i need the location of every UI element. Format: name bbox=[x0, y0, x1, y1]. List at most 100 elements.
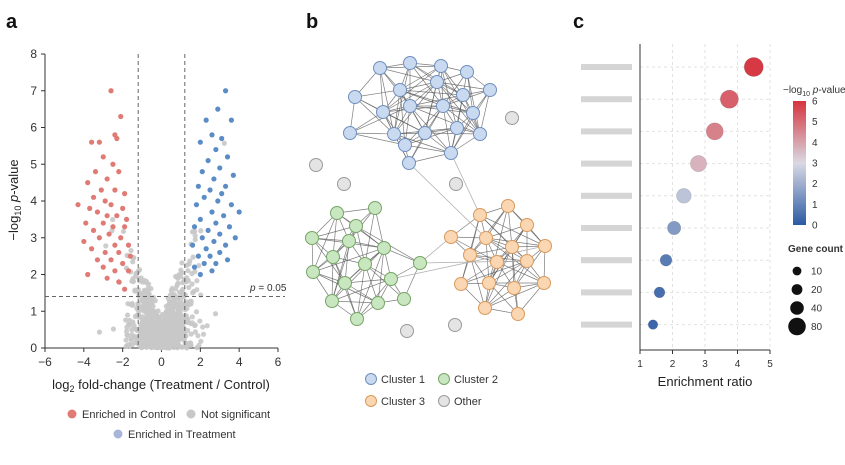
c-x-tick-label: 4 bbox=[735, 359, 741, 370]
ns-point bbox=[175, 280, 181, 286]
treatment-point bbox=[219, 191, 225, 197]
control-point bbox=[120, 260, 126, 267]
colorbar-title: −log10 p-value bbox=[783, 85, 845, 98]
ns-point bbox=[139, 343, 145, 349]
ns-point bbox=[184, 275, 190, 281]
network-edge bbox=[393, 133, 452, 154]
ns-point bbox=[184, 316, 191, 322]
ns-point bbox=[96, 329, 103, 335]
cluster2-node bbox=[325, 294, 339, 308]
legend-ns-label: Not significant bbox=[201, 409, 270, 421]
size-legend-title: Gene count bbox=[788, 244, 844, 255]
cluster3-node bbox=[454, 277, 468, 291]
panel-a-p-threshold-label: p = 0.05 bbox=[249, 283, 287, 294]
control-point bbox=[94, 257, 101, 263]
colorbar-title-pre: −log bbox=[783, 85, 802, 96]
control-point bbox=[102, 249, 108, 256]
control-point bbox=[90, 227, 97, 233]
cluster1-node bbox=[398, 138, 412, 152]
legend-control-swatch bbox=[67, 409, 77, 419]
ns-point bbox=[123, 328, 130, 334]
network-edge bbox=[349, 132, 395, 135]
ns-point bbox=[187, 301, 193, 307]
size-legend-label: 20 bbox=[811, 285, 823, 296]
ns-point bbox=[149, 342, 155, 348]
ns-point bbox=[194, 287, 200, 293]
ns-point bbox=[197, 318, 203, 324]
ns-point bbox=[188, 331, 194, 337]
cluster1-node bbox=[434, 59, 448, 73]
term-label-placeholder bbox=[581, 257, 632, 264]
ns-point bbox=[198, 338, 204, 344]
network-edge bbox=[469, 205, 509, 256]
cluster3-node bbox=[538, 239, 552, 253]
enrichment-point bbox=[690, 155, 707, 173]
ns-point bbox=[150, 332, 157, 338]
control-point bbox=[94, 209, 101, 215]
ns-point bbox=[221, 140, 227, 146]
ns-point bbox=[184, 327, 191, 334]
other-node bbox=[448, 318, 462, 332]
size-legend: 10 20 40 80 bbox=[788, 267, 823, 336]
panel-c-grid bbox=[639, 44, 771, 350]
y-tick-label: 1 bbox=[30, 304, 37, 318]
ns-point bbox=[145, 287, 151, 294]
network-edge bbox=[404, 144, 452, 154]
network-edge bbox=[331, 300, 379, 304]
ns-point bbox=[178, 267, 184, 273]
y-tick-label: 6 bbox=[30, 121, 37, 135]
x-tick-label: 0 bbox=[158, 355, 165, 369]
ns-point bbox=[196, 342, 202, 348]
treatment-point bbox=[211, 238, 217, 245]
control-point bbox=[100, 154, 106, 160]
network-edge bbox=[436, 81, 491, 91]
ns-point bbox=[147, 334, 153, 341]
ns-point bbox=[126, 341, 133, 347]
control-point bbox=[116, 279, 122, 285]
control-point bbox=[104, 275, 110, 281]
colorbar-tick-label: 1 bbox=[812, 200, 818, 211]
panel-b: b Cluster 1 Cluster 2 Cluster 3 Other bbox=[305, 11, 552, 408]
y-tick-label: 3 bbox=[30, 231, 37, 245]
ns-point bbox=[155, 308, 161, 314]
treatment-point bbox=[203, 117, 209, 123]
cluster1-node bbox=[343, 126, 357, 140]
panel-a-xlabel: log2 fold-change (Treatment / Control) bbox=[52, 377, 270, 394]
cluster1-node bbox=[403, 99, 417, 113]
x-tick-label: −4 bbox=[77, 355, 91, 369]
network-edge bbox=[356, 263, 366, 320]
panel-a-treatment-points bbox=[189, 88, 242, 278]
network-edge bbox=[442, 105, 481, 135]
network-edge bbox=[399, 89, 474, 114]
ns-point bbox=[140, 279, 146, 285]
y-tick-label: 8 bbox=[30, 47, 37, 61]
ylabel-sub: 10 bbox=[13, 206, 23, 216]
other-node bbox=[400, 324, 414, 338]
colorbar-ticks: 0 1 2 3 4 5 6 bbox=[812, 97, 818, 232]
ns-point bbox=[181, 335, 187, 341]
network-edge bbox=[479, 89, 491, 135]
panel-a-x-ticks: −6 −4 −2 0 2 4 6 bbox=[38, 348, 282, 369]
legend-other-label: Other bbox=[454, 396, 482, 408]
cluster3-node bbox=[463, 248, 477, 262]
control-point bbox=[122, 286, 128, 292]
ns-point bbox=[155, 340, 161, 346]
control-point bbox=[116, 169, 122, 175]
cluster1-node bbox=[373, 61, 387, 75]
cluster1-node bbox=[483, 83, 497, 97]
ns-point bbox=[123, 317, 129, 323]
other-node bbox=[337, 177, 351, 191]
treatment-point bbox=[224, 257, 231, 263]
ns-point bbox=[159, 330, 165, 337]
treatment-point bbox=[228, 202, 234, 208]
cluster3-node bbox=[537, 276, 551, 290]
ns-point bbox=[186, 284, 192, 291]
treatment-point bbox=[205, 157, 211, 164]
term-label-placeholder bbox=[581, 96, 632, 103]
cluster2-node bbox=[358, 257, 372, 271]
treatment-point bbox=[236, 209, 242, 215]
treatment-point bbox=[199, 235, 205, 241]
x-tick-label: 6 bbox=[275, 355, 282, 369]
